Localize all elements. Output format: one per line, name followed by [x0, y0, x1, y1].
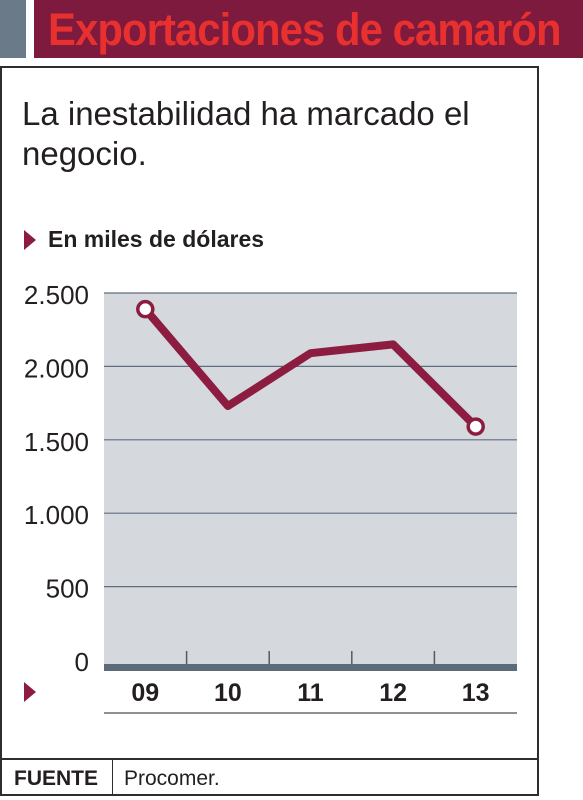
header-accent-block — [0, 0, 26, 58]
y-tick-label: 1.000 — [24, 500, 89, 530]
unit-label: En miles de dólares — [48, 226, 265, 252]
y-tick-label: 0 — [75, 647, 89, 677]
x-axis-bar — [104, 664, 517, 671]
chart-title: Exportaciones de camarón — [48, 4, 562, 55]
x-tick-label: 11 — [297, 679, 324, 707]
x-axis-marker-icon — [24, 682, 36, 702]
y-tick-label: 500 — [46, 574, 89, 604]
footer-divider — [112, 760, 113, 796]
x-tick-label: 13 — [462, 679, 490, 707]
y-tick-label: 2.000 — [24, 353, 89, 383]
title-bar: Exportaciones de camarón — [34, 0, 583, 58]
x-tick-label: 12 — [379, 679, 407, 707]
footer-separator — [0, 758, 539, 760]
x-tick-label: 09 — [131, 679, 159, 707]
unit-marker-icon — [24, 230, 36, 250]
plot-background — [104, 293, 517, 664]
headline: La inestabilidad ha marcado el negocio. — [22, 95, 470, 172]
source-value: Procomer. — [124, 767, 220, 790]
y-tick-label: 2.500 — [24, 280, 89, 310]
x-tick-label: 10 — [214, 679, 242, 707]
endpoint-marker — [136, 299, 155, 319]
source-label: FUENTE — [14, 767, 98, 790]
endpoint-marker — [466, 417, 485, 436]
series-line — [141, 305, 480, 431]
y-tick-label: 1.500 — [24, 427, 89, 457]
